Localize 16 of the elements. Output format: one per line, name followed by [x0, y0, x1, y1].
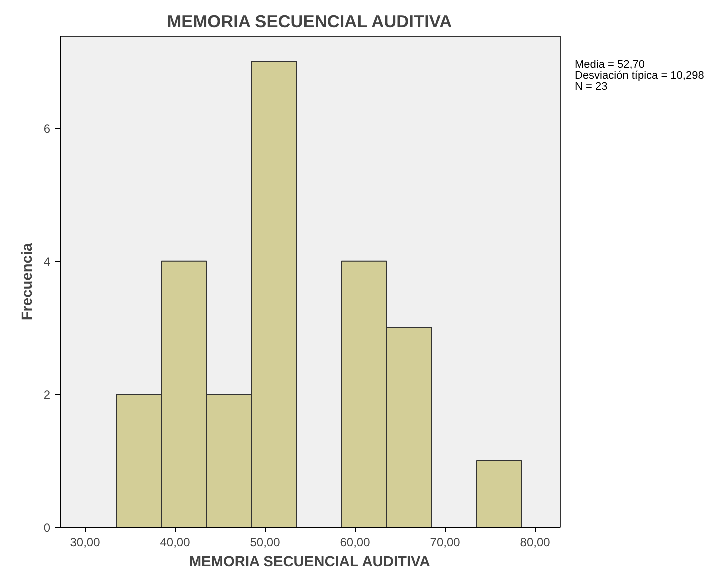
y-tick-label: 0 — [44, 521, 51, 535]
y-tick-label: 2 — [44, 388, 51, 402]
x-tick-label: 80,00 — [520, 536, 551, 550]
chart-title: MEMORIA SECUENCIAL AUDITIVA — [167, 12, 453, 32]
y-axis-title: Frecuencia — [20, 242, 36, 321]
y-tick-label: 4 — [44, 254, 51, 269]
x-axis-title: MEMORIA SECUENCIAL AUDITIVA — [189, 554, 431, 570]
x-tick-label: 60,00 — [340, 536, 371, 550]
x-tick-label: 30,00 — [70, 536, 101, 550]
text: N = 23 — [575, 81, 608, 93]
text: Media = 52,70 — [575, 59, 646, 71]
x-tick-label: 50,00 — [250, 536, 281, 550]
x-tick-label: 70,00 — [430, 536, 461, 550]
x-tick-label: 40,00 — [160, 536, 191, 550]
text: Desviación típica = 10,298 — [575, 70, 704, 82]
y-tick-label: 6 — [44, 122, 51, 136]
